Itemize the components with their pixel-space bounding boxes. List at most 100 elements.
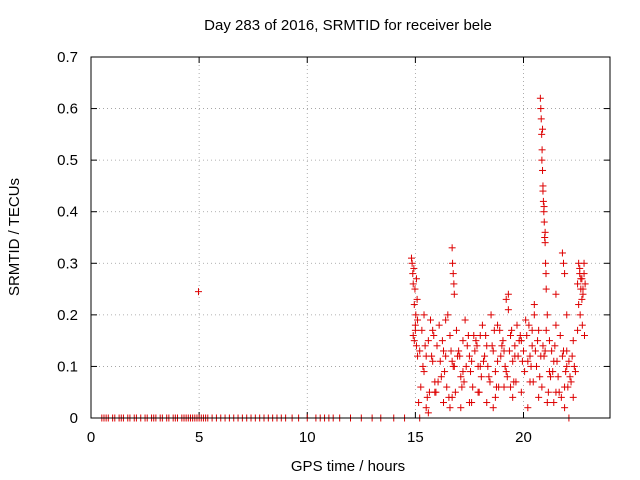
data-point <box>486 378 494 386</box>
tick-labels: 0 0.1 0.2 0.3 0.4 0.5 0.6 0.7 0 5 10 15 20 <box>57 49 532 446</box>
data-point <box>447 347 455 355</box>
data-point <box>443 383 451 391</box>
data-point <box>429 357 437 365</box>
data-point <box>446 331 454 339</box>
x-tick-label: 20 <box>515 429 532 446</box>
data-point <box>540 218 548 226</box>
y-axis-label: SRMTID / TECUs <box>6 178 23 296</box>
data-point <box>575 301 583 309</box>
data-point <box>497 352 505 360</box>
data-point <box>450 280 458 288</box>
data-point <box>564 383 572 391</box>
data-point <box>513 321 521 329</box>
y-tick-label: 0.7 <box>57 49 78 66</box>
data-point <box>434 378 442 386</box>
data-point <box>492 383 500 391</box>
data-point <box>462 362 470 370</box>
data-point <box>414 352 422 360</box>
data-point <box>500 383 508 391</box>
data-point <box>538 130 546 138</box>
data-point <box>435 321 443 329</box>
chart-title: Day 283 of 2016, SRMTID for receiver bel… <box>204 17 492 34</box>
data-point <box>563 362 571 370</box>
data-point <box>530 311 538 319</box>
data-point <box>552 290 560 298</box>
x-tick-label: 10 <box>299 429 316 446</box>
x-axis-label: GPS time / hours <box>291 458 405 475</box>
data-point <box>544 388 552 396</box>
data-point <box>516 331 524 339</box>
data-point <box>414 316 422 324</box>
data-point <box>422 404 430 412</box>
data-point <box>448 357 456 365</box>
data-point <box>518 357 526 365</box>
data-point <box>549 368 557 376</box>
data-point <box>551 342 559 350</box>
y-tick-label: 0.6 <box>57 101 78 118</box>
data-point <box>471 347 479 355</box>
data-point <box>420 311 428 319</box>
data-point <box>535 393 543 401</box>
data-point <box>537 115 545 123</box>
data-point <box>541 228 549 236</box>
data-point <box>464 331 472 339</box>
data-point <box>562 368 570 376</box>
y-tick-label: 0 <box>70 410 78 427</box>
data-point <box>540 203 548 211</box>
data-point <box>545 337 553 345</box>
data-point <box>538 383 546 391</box>
x-tick-label: 5 <box>195 429 203 446</box>
data-point <box>576 311 584 319</box>
data-point <box>410 337 418 345</box>
data-point <box>560 259 568 267</box>
data-point <box>542 270 550 278</box>
data-point <box>534 337 542 345</box>
data-point <box>409 331 417 339</box>
data-point <box>441 368 449 376</box>
data-point <box>436 357 444 365</box>
data-point <box>473 342 481 350</box>
data-point <box>407 254 415 262</box>
data-point <box>427 316 435 324</box>
y-tick-label: 0.2 <box>57 307 78 324</box>
data-point <box>494 357 502 365</box>
data-point <box>410 301 418 309</box>
data-point <box>477 373 485 381</box>
data-point <box>563 347 571 355</box>
data-point <box>457 404 465 412</box>
data-point <box>415 399 423 407</box>
y-tick-label: 0.3 <box>57 255 78 272</box>
data-point <box>439 347 447 355</box>
data-point <box>561 404 569 412</box>
data-point <box>472 337 480 345</box>
data-point <box>536 94 544 102</box>
data-point <box>461 316 469 324</box>
data-point <box>548 347 556 355</box>
data-point <box>565 357 573 365</box>
data-point <box>509 393 517 401</box>
data-point <box>483 399 491 407</box>
data-point <box>579 285 587 293</box>
data-point <box>421 342 429 350</box>
data-point <box>499 337 507 345</box>
data-point <box>442 352 450 360</box>
data-point <box>539 342 547 350</box>
data-point <box>465 352 473 360</box>
data-point <box>479 357 487 365</box>
data-point <box>459 368 467 376</box>
data-point <box>531 347 539 355</box>
data-point <box>526 378 534 386</box>
data-point <box>511 342 519 350</box>
data-point <box>433 342 441 350</box>
grid-lines <box>91 57 610 418</box>
data-point <box>553 357 561 365</box>
data-point <box>550 399 558 407</box>
data-point <box>501 362 509 370</box>
data-point <box>567 378 575 386</box>
data-point <box>417 383 425 391</box>
data-point <box>578 295 586 303</box>
data-point <box>460 378 468 386</box>
data-point <box>524 404 532 412</box>
data-point <box>526 352 534 360</box>
